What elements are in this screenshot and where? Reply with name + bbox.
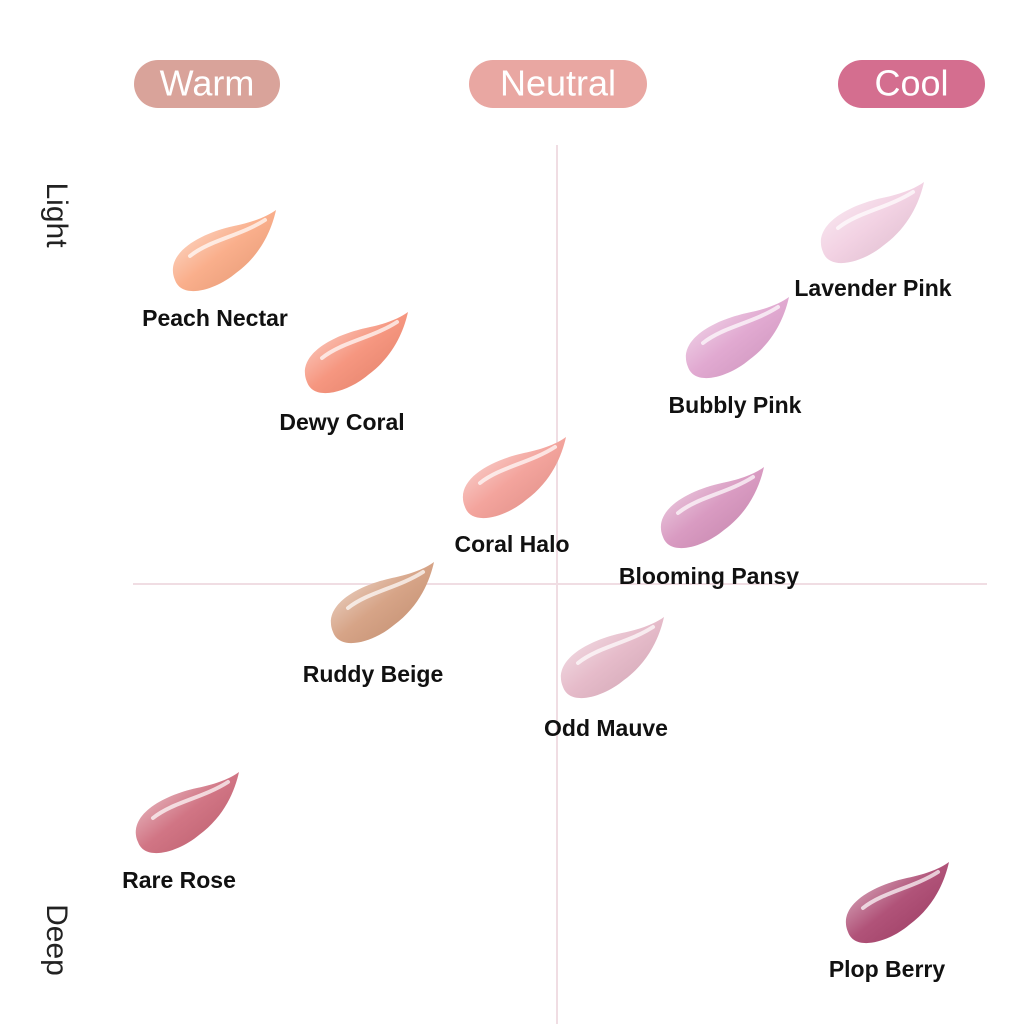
swatch	[560, 617, 664, 699]
swatch-shine	[330, 562, 434, 644]
swatch-shine	[820, 182, 924, 264]
swatch-shine	[560, 617, 664, 699]
node-label: Bubbly Pink	[669, 392, 802, 418]
row-label: Light	[40, 182, 73, 248]
node-label: Lavender Pink	[794, 275, 951, 301]
swatch	[845, 862, 949, 944]
swatch-shine	[660, 467, 764, 549]
column-label: Warm	[160, 63, 255, 104]
column-label: Cool	[874, 63, 948, 104]
swatch	[304, 312, 408, 394]
swatch	[685, 297, 789, 379]
swatch	[462, 437, 566, 519]
swatch-highlight	[188, 218, 267, 258]
swatch-highlight	[346, 570, 425, 610]
swatch	[820, 182, 924, 264]
swatch-highlight	[151, 780, 230, 820]
node-label: Blooming Pansy	[619, 563, 799, 589]
swatch-shine	[845, 862, 949, 944]
swatch-shine	[462, 437, 566, 519]
swatch-highlight	[836, 190, 915, 230]
node-label: Peach Nectar	[142, 305, 288, 331]
swatch	[135, 772, 239, 854]
swatch-highlight	[701, 305, 780, 345]
column-pill	[134, 60, 280, 108]
swatch-shine	[304, 312, 408, 394]
node-label: Dewy Coral	[279, 409, 404, 435]
node-label: Odd Mauve	[544, 715, 668, 741]
swatch-highlight	[478, 445, 557, 485]
swatch	[660, 467, 764, 549]
swatch	[330, 562, 434, 644]
swatch-highlight	[320, 320, 399, 360]
node-label: Ruddy Beige	[303, 661, 444, 687]
swatch	[172, 210, 276, 292]
swatch-highlight	[576, 625, 655, 665]
row-label: Deep	[40, 904, 73, 976]
column-pill	[469, 60, 647, 108]
swatch-shine	[685, 297, 789, 379]
node-label: Rare Rose	[122, 867, 236, 893]
node-label: Plop Berry	[829, 956, 946, 982]
swatch-shine	[135, 772, 239, 854]
column-label: Neutral	[500, 63, 616, 104]
swatch-shine	[172, 210, 276, 292]
swatch-highlight	[861, 870, 940, 910]
node-label: Coral Halo	[454, 531, 569, 557]
column-pill	[838, 60, 985, 108]
swatch-highlight	[676, 475, 755, 515]
